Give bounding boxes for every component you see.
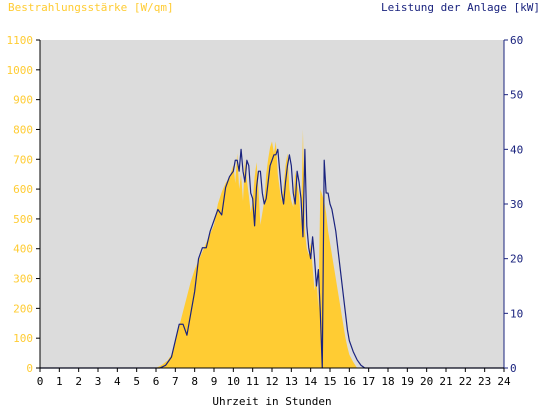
x-tick-label: 15: [323, 375, 336, 388]
x-tick-label: 24: [497, 375, 511, 388]
x-tick-label: 22: [459, 375, 472, 388]
x-tick-label: 20: [420, 375, 433, 388]
left-tick-label: 100: [13, 332, 33, 345]
left-axis-title: Bestrahlungsstärke [W/qm]: [8, 1, 174, 14]
right-tick-label: 30: [510, 198, 523, 211]
x-tick-label: 4: [114, 375, 121, 388]
left-tick-label: 800: [13, 123, 33, 136]
power-line: [40, 148, 504, 369]
x-tick-label: 0: [37, 375, 44, 388]
left-tick-label: 900: [13, 94, 33, 107]
axes-layer: 0100200300400500600700800900100011000102…: [7, 34, 524, 388]
x-tick-label: 1: [56, 375, 63, 388]
x-tick-label: 9: [211, 375, 218, 388]
x-tick-label: 2: [75, 375, 82, 388]
x-tick-label: 6: [153, 375, 160, 388]
x-tick-label: 10: [227, 375, 240, 388]
left-tick-label: 500: [13, 213, 33, 226]
right-tick-label: 20: [510, 253, 523, 266]
left-tick-label: 1000: [7, 64, 34, 77]
left-tick-label: 0: [26, 362, 33, 375]
x-tick-label: 14: [304, 375, 318, 388]
x-tick-label: 21: [439, 375, 452, 388]
left-tick-label: 400: [13, 243, 33, 256]
left-tick-label: 600: [13, 183, 33, 196]
x-tick-label: 8: [191, 375, 198, 388]
right-axis-title: Leistung der Anlage [kW]: [381, 1, 540, 14]
x-tick-label: 23: [478, 375, 491, 388]
right-tick-label: 10: [510, 307, 523, 320]
right-tick-label: 40: [510, 143, 523, 156]
x-tick-label: 19: [401, 375, 414, 388]
x-tick-label: 12: [265, 375, 278, 388]
x-tick-label: 7: [172, 375, 179, 388]
right-tick-label: 50: [510, 89, 523, 102]
left-tick-label: 700: [13, 153, 33, 166]
x-tick-label: 17: [362, 375, 375, 388]
x-tick-label: 3: [95, 375, 102, 388]
x-tick-label: 13: [285, 375, 298, 388]
right-tick-label: 0: [510, 362, 517, 375]
x-tick-label: 16: [343, 375, 356, 388]
x-axis-title: Uhrzeit in Stunden: [212, 395, 331, 408]
x-tick-label: 5: [133, 375, 140, 388]
right-tick-label: 60: [510, 34, 523, 47]
left-tick-label: 200: [13, 302, 33, 315]
left-tick-label: 300: [13, 273, 33, 286]
x-tick-label: 18: [381, 375, 394, 388]
series-layer: [40, 129, 504, 369]
x-tick-label: 11: [246, 375, 259, 388]
left-tick-label: 1100: [7, 34, 34, 47]
irradiance-area: [40, 129, 504, 368]
